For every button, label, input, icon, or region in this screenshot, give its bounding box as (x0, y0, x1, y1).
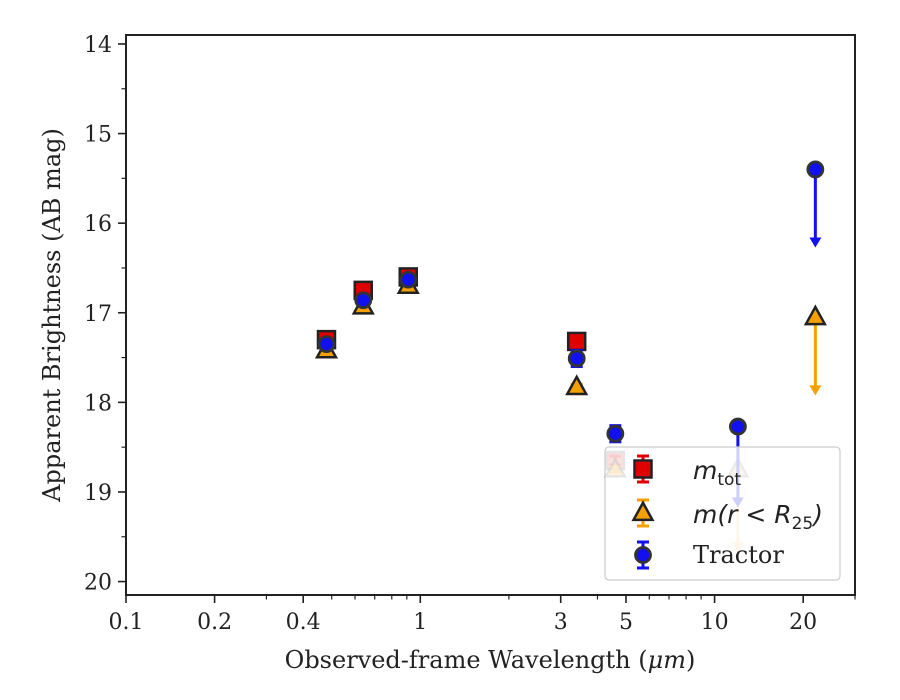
axes-layer: 0.1 0.2 0.4 1 3 5 10 20 14 15 16 17 18 19 20 (84, 33, 856, 635)
point-tractor (354, 291, 373, 310)
x-tick-label: 0.4 (286, 610, 321, 635)
legend-frame (604, 446, 841, 581)
upper-limit-arrow-mr25 (809, 317, 822, 396)
point-tractor (399, 270, 418, 289)
y-tick-label: 16 (84, 212, 112, 237)
y-tick-label: 14 (84, 33, 112, 58)
y-tick-label: 15 (84, 123, 112, 148)
series-tractor (317, 160, 825, 508)
legend-marker-mr25 (631, 500, 655, 522)
legend-marker-tractor (634, 546, 652, 564)
x-tick-label: 0.1 (109, 610, 144, 635)
legend: mtot m(r < R25) Tractor (604, 446, 841, 581)
plot-frame (125, 34, 856, 596)
point-tractor (606, 424, 625, 443)
x-axis-label: Observed-frame Wavelength (μm) (285, 646, 696, 674)
limit-point-tractor (728, 417, 747, 436)
upper-limit-arrow-tractor (809, 169, 822, 248)
point-tractor (317, 335, 336, 354)
y-tick-label: 17 (84, 302, 112, 327)
legend-marker-mtot (633, 459, 653, 479)
legend-keys (631, 454, 655, 570)
x-tick-label: 5 (619, 610, 633, 635)
point-tractor (567, 349, 586, 368)
y-tick-label: 20 (84, 571, 112, 596)
x-tick-label: 0.2 (197, 610, 232, 635)
limit-point-mr25 (803, 304, 827, 326)
y-axis-label: Apparent Brightness (AB mag) (38, 128, 66, 503)
x-tick-label: 3 (554, 610, 568, 635)
legend-label-mtot: mtot (693, 456, 741, 490)
point-mr25 (565, 374, 589, 396)
limit-point-tractor (806, 160, 825, 179)
x-tick-label: 10 (701, 610, 729, 635)
y-tick-label: 19 (84, 481, 112, 506)
x-tick-label: 20 (789, 610, 817, 635)
point-mtot (566, 331, 587, 352)
x-tick-label: 1 (413, 610, 427, 635)
legend-label-mr25: m(r < R25) (693, 500, 823, 534)
legend-label-tractor: Tractor (693, 541, 784, 569)
y-tick-label: 18 (84, 391, 112, 416)
